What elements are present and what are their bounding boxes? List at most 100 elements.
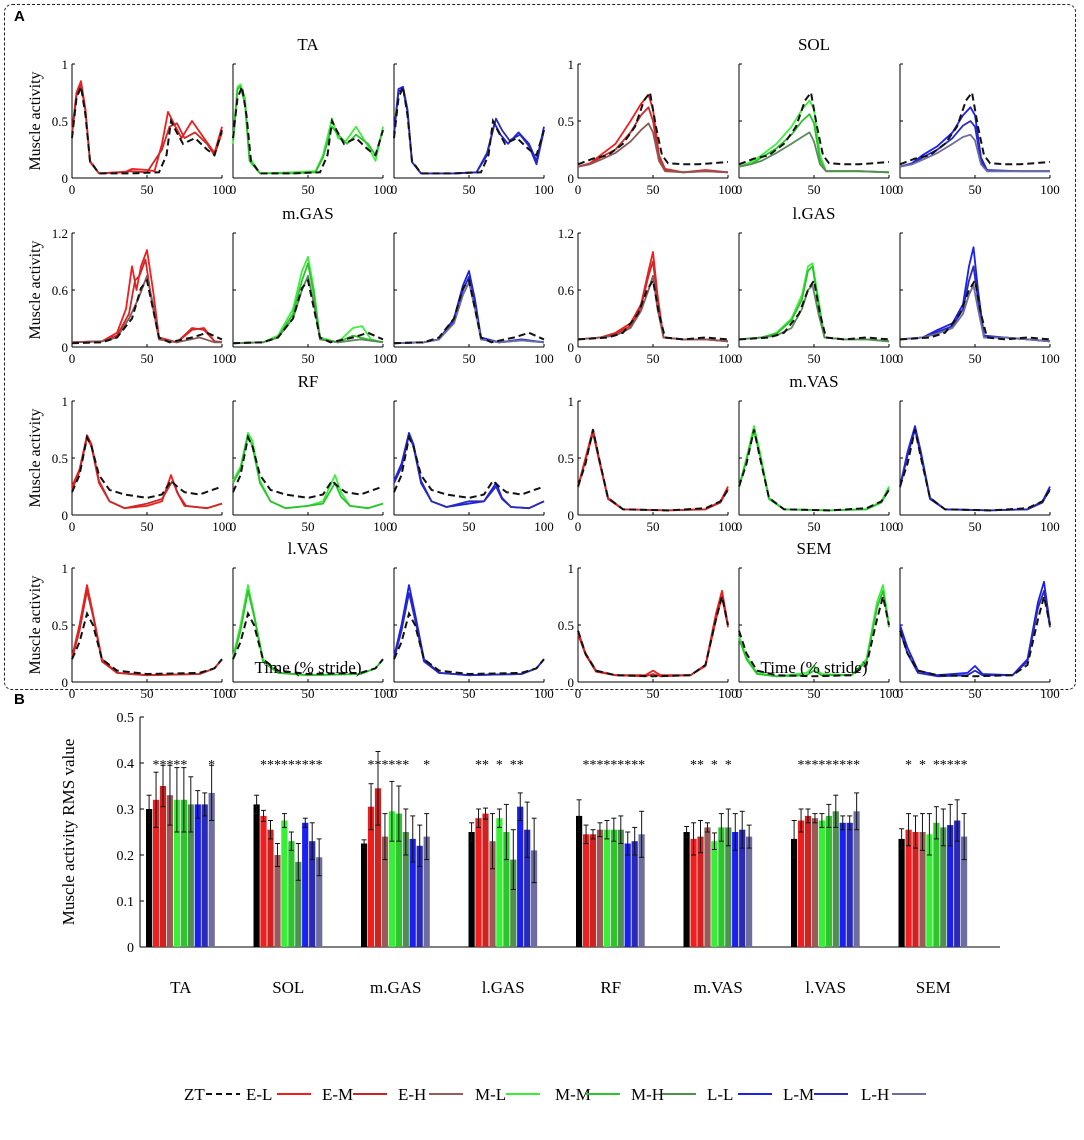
bar-l.VAS-E-L (798, 820, 805, 947)
significance-marker: * (610, 758, 617, 773)
x-tick-label: 100 (212, 519, 232, 534)
series-line-l.GAS-ZT (577, 277, 729, 341)
muscle-title-SOL: SOL (798, 35, 830, 54)
significance-marker: * (846, 758, 853, 773)
significance-marker: * (954, 758, 961, 773)
series-line-l.GAS-L-1 (899, 265, 1051, 343)
series-line-m.VAS-E-1 (577, 432, 729, 512)
significance-marker: * (381, 758, 388, 773)
bar-SEM-E-H (919, 832, 926, 947)
series-line-RF-E-0 (71, 434, 223, 510)
legend-label-L-H: L-H (861, 1085, 889, 1104)
panel-b-label: B (14, 691, 25, 708)
muscle-title-RF: RF (298, 372, 319, 391)
legend-label-E-H: E-H (398, 1085, 426, 1104)
x-tick-label: 0 (897, 686, 904, 701)
bar-m.GAS-ZT (361, 843, 368, 947)
significance-marker: * (302, 758, 309, 773)
bar-m.VAS-ZT (683, 832, 690, 947)
x-tick-label: 100 (1040, 351, 1060, 366)
significance-marker: * (368, 758, 375, 773)
y-tick-label: 0.5 (558, 618, 574, 633)
x-tick-label: 100 (373, 182, 393, 197)
series-line-SEM-ZT (899, 596, 1051, 678)
x-tick-label: 0 (230, 519, 237, 534)
series-line-TA-E-1 (71, 83, 223, 175)
bar-RF-E-M (589, 834, 597, 947)
series-line-l.GAS-ZT (738, 277, 890, 341)
y-tick-label: 0 (62, 171, 69, 186)
y-tick-label: 0 (568, 508, 575, 523)
series-line-SOL-L-2 (899, 133, 1050, 173)
series-line-m.GAS-ZT (232, 278, 384, 345)
bar-m.GAS-L-L (409, 838, 416, 947)
x-tick-label: 0 (575, 519, 582, 534)
series-line-RF-ZT (71, 434, 223, 499)
bar-SEM-M-H (940, 827, 947, 947)
significance-marker: * (725, 758, 732, 773)
panel-a-frame (4, 4, 1076, 690)
legend-label-L-M: L-M (783, 1085, 814, 1104)
y-axis-label: Muscle activity (27, 408, 44, 507)
y-tick-label: 0.2 (117, 849, 135, 864)
significance-marker: * (933, 758, 940, 773)
x-category-label-m.VAS: m.VAS (694, 978, 743, 997)
significance-marker: * (961, 758, 968, 773)
bar-m.GAS-L-H (423, 836, 430, 947)
bar-m.GAS-M-M (395, 813, 402, 947)
series-line-TA-M-0 (232, 83, 384, 175)
y-tick-label: 0 (568, 171, 575, 186)
x-tick-label: 50 (141, 686, 154, 701)
significance-marker: * (274, 758, 281, 773)
x-tick-label: 0 (736, 351, 743, 366)
series-line-m.VAS-M-0 (738, 425, 890, 512)
y-tick-label: 0.5 (558, 451, 574, 466)
muscle-title-m.VAS: m.VAS (789, 372, 838, 391)
x-tick-label: 0 (69, 519, 76, 534)
bar-SOL-E-H (274, 855, 281, 947)
significance-marker: * (423, 758, 430, 773)
legend-label-M-L: M-L (475, 1085, 506, 1104)
x-tick-label: 50 (647, 686, 660, 701)
legend: ZT E-L E-M E-H M-L M-M M-H L-L L-M L-H (184, 1085, 926, 1104)
series-line-TA-M-1 (232, 85, 384, 175)
bar-l.VAS-M-M (825, 815, 832, 947)
significance-marker: * (631, 758, 638, 773)
legend-label-E-M: E-M (322, 1085, 353, 1104)
muscle-title-m.GAS: m.GAS (282, 204, 333, 223)
significance-marker: * (166, 758, 173, 773)
x-tick-label: 50 (969, 351, 982, 366)
series-line-l.VAS-ZT (393, 610, 545, 676)
bar-RF-M-M (610, 829, 617, 947)
bar-RF-ZT (576, 815, 583, 947)
series-line-m.VAS-L-1 (899, 428, 1051, 512)
y-tick-label: 1.2 (52, 226, 68, 241)
significance-marker: * (281, 758, 288, 773)
x-tick-label: 100 (373, 686, 393, 701)
panel-a-label: A (14, 8, 25, 25)
significance-marker: * (517, 758, 524, 773)
series-line-m.VAS-M-1 (738, 429, 890, 512)
legend-label-M-H: M-H (631, 1085, 664, 1104)
significance-marker: * (798, 758, 805, 773)
series-line-TA-L-0 (393, 85, 545, 175)
significance-marker: * (260, 758, 267, 773)
bar-l.GAS-M-M (503, 832, 510, 947)
significance-marker: * (947, 758, 954, 773)
bar-TA-M-H (187, 804, 194, 947)
bar-l.GAS-L-H (531, 850, 538, 947)
significance-marker: * (173, 758, 180, 773)
bar-m.VAS-E-M (697, 836, 704, 947)
x-axis-label: Time (% stride) (760, 658, 867, 677)
significance-marker: * (811, 758, 818, 773)
significance-marker: * (482, 758, 489, 773)
y-tick-label: 0.6 (52, 283, 69, 298)
y-axis-label: Muscle activity RMS value (59, 739, 78, 926)
bar-TA-E-L (152, 799, 160, 947)
significance-marker: * (402, 758, 409, 773)
x-tick-label: 0 (69, 351, 76, 366)
x-tick-label: 0 (897, 519, 904, 534)
x-tick-label: 100 (212, 351, 232, 366)
series-line-l.VAS-E-1 (71, 589, 223, 677)
bar-TA-L-H (208, 792, 215, 947)
